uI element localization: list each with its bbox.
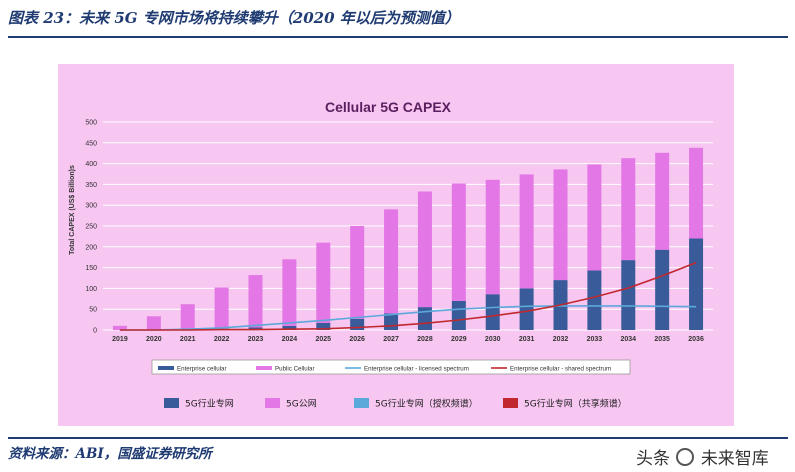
x-tick-label: 2027 — [383, 336, 399, 343]
bar-enterprise — [621, 260, 636, 330]
bar-public — [384, 209, 399, 314]
legend-cn-swatch — [503, 398, 518, 408]
x-tick-label: 2023 — [248, 336, 264, 343]
x-tick-label: 2019 — [112, 336, 128, 343]
legend-cn-label: 5G公网 — [286, 399, 317, 410]
bar-enterprise — [282, 325, 297, 330]
watermark: 头条 未来智库 — [636, 444, 769, 469]
watermark-right: 未来智库 — [700, 449, 769, 469]
chart-title: Cellular 5G CAPEX — [325, 99, 452, 115]
figure-title: 图表 23：未来 5G 专网市场将持续攀升（2020 年以后为预测值） — [8, 9, 460, 27]
x-tick-labels: 2019 2020 2021 2022 2023 2024 2025 2026 2027 2028… — [112, 336, 704, 343]
legend-cn-label: 5G行业专网（授权频谱） — [375, 398, 478, 410]
bar-public — [519, 174, 534, 289]
y-tick-label: 250 — [85, 224, 97, 231]
legend-chinese: 5G行业专网 5G公网 5G行业专网（授权频谱） 5G行业专网（共享频谱） — [164, 398, 627, 410]
x-tick-label: 2031 — [519, 336, 535, 343]
bar-enterprise — [689, 238, 704, 330]
bar-public — [112, 325, 127, 330]
y-tick-label: 350 — [85, 182, 97, 189]
legend-swatch — [256, 366, 272, 370]
x-tick-label: 2026 — [349, 336, 365, 343]
bar-public — [587, 164, 602, 271]
series-lines — [119, 261, 697, 331]
legend-box — [151, 359, 631, 375]
y-tick-label: 500 — [85, 120, 97, 127]
bar-public — [621, 158, 636, 261]
bar-public — [248, 275, 263, 328]
legend-label: Enterprise cellular - licensed spectrum — [364, 365, 469, 372]
x-tick-label: 2028 — [417, 336, 433, 343]
watermark-left: 头条 — [636, 449, 670, 469]
x-tick-label: 2033 — [587, 336, 603, 343]
source-divider — [8, 437, 788, 439]
y-tick-label: 0 — [93, 328, 97, 335]
bar-enterprise — [248, 327, 263, 330]
y-tick-label: 50 — [89, 307, 97, 314]
bar-enterprise — [384, 313, 399, 330]
legend-cn-label: 5G行业专网（共享频谱） — [524, 398, 627, 410]
chart-panel: Cellular 5G CAPEX Total CAPEX (US$ Billi… — [58, 64, 734, 426]
legend-cn-label: 5G行业专网 — [185, 398, 234, 410]
bar-public — [689, 147, 704, 239]
legend-swatch — [158, 366, 174, 370]
y-axis-label: Total CAPEX (US$ Billion)s — [69, 165, 76, 255]
bar-public — [485, 179, 500, 295]
bar-public — [417, 191, 432, 308]
bar-public — [146, 316, 161, 330]
source-note: 资料来源：ABI，国盛证券研究所 — [8, 446, 212, 462]
y-tick-label: 300 — [85, 203, 97, 210]
x-tick-label: 2029 — [451, 336, 467, 343]
y-tick-label: 400 — [85, 161, 97, 168]
chart-svg: Cellular 5G CAPEX Total CAPEX (US$ Billi… — [69, 99, 713, 410]
x-tick-label: 2020 — [146, 336, 162, 343]
bar-public — [451, 183, 466, 301]
bar-public — [655, 152, 670, 250]
bar-public — [553, 169, 568, 281]
x-tick-label: 2034 — [620, 336, 636, 343]
x-tick-label: 2032 — [553, 336, 569, 343]
bar-enterprise — [485, 294, 500, 330]
x-tick-label: 2022 — [214, 336, 230, 343]
bar-enterprise — [451, 300, 466, 330]
legend-label: Enterprise cellular - shared spectrum — [510, 365, 611, 372]
title-divider — [8, 36, 788, 38]
bar-public — [350, 226, 365, 319]
x-tick-label: 2030 — [485, 336, 501, 343]
bar-enterprise — [519, 288, 534, 330]
bar-public — [214, 287, 229, 329]
legend-cn-swatch — [164, 398, 179, 408]
bar-public — [282, 259, 297, 326]
bars — [112, 147, 704, 331]
y-tick-label: 150 — [85, 265, 97, 272]
x-tick-label: 2025 — [315, 336, 331, 343]
gridlines — [103, 121, 713, 331]
y-tick-labels: 0 50 100 150 200 250 300 350 400 450 500 — [85, 120, 97, 335]
bar-enterprise — [587, 270, 602, 330]
y-tick-label: 200 — [85, 244, 97, 251]
line-licensed-spectrum — [119, 305, 697, 331]
line-shared-spectrum — [119, 261, 697, 331]
bar-public — [180, 304, 195, 330]
watermark-logo-icon — [676, 448, 695, 466]
bar-public — [316, 242, 331, 323]
x-tick-label: 2036 — [688, 336, 704, 343]
legend-label: Public Cellular — [275, 365, 315, 372]
legend-cn-swatch — [354, 398, 369, 408]
x-tick-label: 2021 — [180, 336, 196, 343]
x-tick-label: 2024 — [282, 336, 298, 343]
bar-enterprise — [350, 318, 365, 330]
x-tick-label: 2035 — [654, 336, 670, 343]
legend-cn-swatch — [265, 398, 280, 408]
bar-enterprise — [655, 249, 670, 330]
y-tick-label: 100 — [85, 286, 97, 293]
legend-english: Enterprise cellular Public Cellular Enterp… — [151, 359, 631, 375]
bar-enterprise — [316, 322, 331, 330]
y-tick-label: 450 — [85, 140, 97, 147]
legend-label: Enterprise cellular — [177, 365, 227, 372]
